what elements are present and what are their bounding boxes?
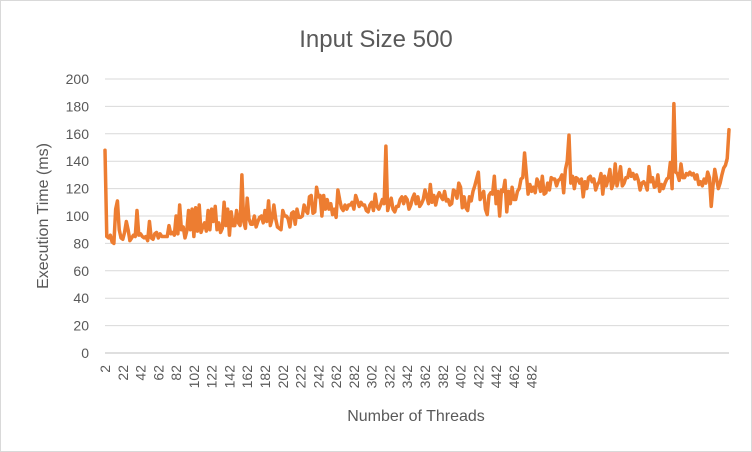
y-tick-label: 200 [66,71,90,87]
y-tick-label: 140 [66,153,90,169]
y-axis-ticks: 0 20 40 60 80 100 120 140 160 180 200 [66,71,90,361]
x-tick-label: 302 [364,365,380,389]
x-tick-label: 162 [239,365,255,389]
chart-title: Input Size 500 [299,26,452,53]
y-axis-title: Execution Time (ms) [35,143,52,289]
x-tick-label: 22 [115,365,131,381]
x-tick-label: 62 [150,365,166,381]
x-tick-label: 482 [524,365,540,389]
x-tick-label: 402 [453,365,469,389]
x-tick-label: 102 [186,365,202,389]
x-tick-label: 322 [381,365,397,389]
x-tick-label: 222 [293,365,309,389]
y-tick-label: 120 [66,181,90,197]
x-tick-label: 342 [399,365,415,389]
x-tick-label: 82 [168,365,184,381]
x-tick-label: 422 [470,365,486,389]
y-tick-label: 0 [81,345,89,361]
series-layer [103,101,731,246]
x-axis-title: Number of Threads [347,408,485,425]
y-tick-label: 180 [66,98,90,114]
y-tick-label: 160 [66,126,90,142]
x-tick-label: 462 [506,365,522,389]
y-tick-label: 40 [73,290,89,306]
x-tick-label: 202 [275,365,291,389]
y-tick-label: 80 [73,235,89,251]
x-tick-label: 442 [488,365,504,389]
x-tick-label: 362 [417,365,433,389]
y-tick-label: 100 [66,208,90,224]
y-tick-label: 20 [73,318,89,334]
x-tick-label: 142 [221,365,237,389]
x-axis-ticks: 2 22 42 62 82 102 122 142 162 182 202 222 242 262 282 3… [97,365,540,389]
x-tick-label: 382 [435,365,451,389]
series-line [103,101,731,246]
x-tick-label: 122 [204,365,220,389]
x-tick-label: 262 [328,365,344,389]
x-tick-label: 42 [133,365,149,381]
y-tick-label: 60 [73,263,89,279]
x-tick-label: 242 [310,365,326,389]
x-tick-label: 182 [257,365,273,389]
x-tick-label: 282 [346,365,362,389]
x-tick-label: 2 [97,365,113,373]
